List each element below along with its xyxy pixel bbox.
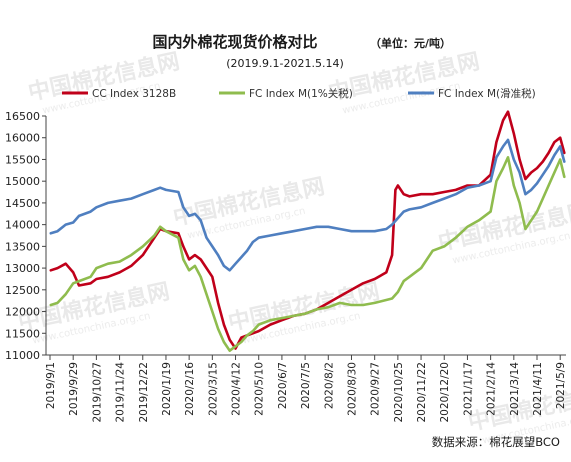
- x-ticks: 2019/9/1 2019/9/29 2019/10/27 2019/11/24 201…: [45, 355, 567, 423]
- x-tick-label: 2020/10/25: [393, 362, 405, 423]
- chart-title: 国内外棉花现货价格对比: [152, 33, 317, 51]
- series-lines: [49, 110, 566, 352]
- y-tick-label: 13500: [5, 240, 40, 253]
- x-tick-label: 2020/7/5: [300, 362, 312, 409]
- x-tick-label: 2019/9/29: [68, 362, 80, 416]
- x-tick-label: 2019/12/22: [138, 362, 150, 423]
- x-tick-label: 2020/8/30: [346, 362, 358, 416]
- x-tick-label: 2021/1/17: [462, 362, 474, 416]
- x-tick-label: 2020/9/27: [370, 362, 382, 416]
- y-tick-label: 12500: [5, 284, 40, 297]
- y-ticks: 11000 11500 12000 12500 13000 13500 14000 14500…: [5, 110, 46, 362]
- y-tick-label: 13000: [5, 262, 40, 275]
- x-tick-label: 2020/1/19: [161, 362, 173, 416]
- x-tick-label: 2019/11/24: [115, 362, 127, 423]
- x-tick-label: 2020/4/12: [231, 362, 243, 416]
- y-tick-label: 15000: [5, 175, 40, 188]
- y-tick-label: 16500: [5, 110, 40, 123]
- x-tick-label: 2021/2/14: [486, 362, 498, 416]
- x-tick-label: 2020/11/22: [416, 362, 428, 423]
- legend-label-cc: CC Index 3128B: [92, 88, 176, 100]
- chart-subtitle: (2019.9.1-2021.5.14): [226, 57, 344, 70]
- chart-unit: （单位：元/吨）: [370, 36, 451, 50]
- x-tick-label: 2021/4/11: [532, 362, 544, 416]
- y-tick-label: 14000: [5, 219, 40, 232]
- y-tick-label: 15500: [5, 153, 40, 166]
- x-tick-label: 2020/5/10: [254, 362, 266, 416]
- x-tick-label: 2021/3/14: [509, 362, 521, 416]
- x-tick-label: 2019/9/1: [45, 362, 57, 409]
- x-tick-label: 2020/12/20: [439, 362, 451, 423]
- legend-label-fc-1pct: FC Index M(1%关税): [249, 87, 353, 100]
- y-tick-label: 11500: [5, 327, 40, 340]
- data-source: 数据来源：棉花展望BCO: [432, 435, 560, 449]
- x-tick-label: 2021/5/9: [555, 362, 567, 409]
- x-tick-label: 2019/10/27: [91, 362, 103, 423]
- x-tick-label: 2020/2/16: [184, 362, 196, 416]
- y-tick-label: 12000: [5, 306, 40, 319]
- y-tick-label: 14500: [5, 197, 40, 210]
- chart-legend: CC Index 3128B FC Index M(1%关税) FC Index…: [62, 87, 536, 100]
- legend-label-fc-sliding: FC Index M(滑准税): [438, 87, 536, 100]
- y-tick-label: 16000: [5, 132, 40, 145]
- x-tick-label: 2020/8/2: [323, 362, 335, 409]
- series-line-fc-1pct: [49, 156, 566, 352]
- x-tick-label: 2020/3/15: [207, 362, 219, 416]
- series-line-fc-sliding: [49, 138, 566, 272]
- x-tick-label: 2020/6/7: [277, 362, 289, 409]
- y-tick-label: 11000: [5, 349, 40, 362]
